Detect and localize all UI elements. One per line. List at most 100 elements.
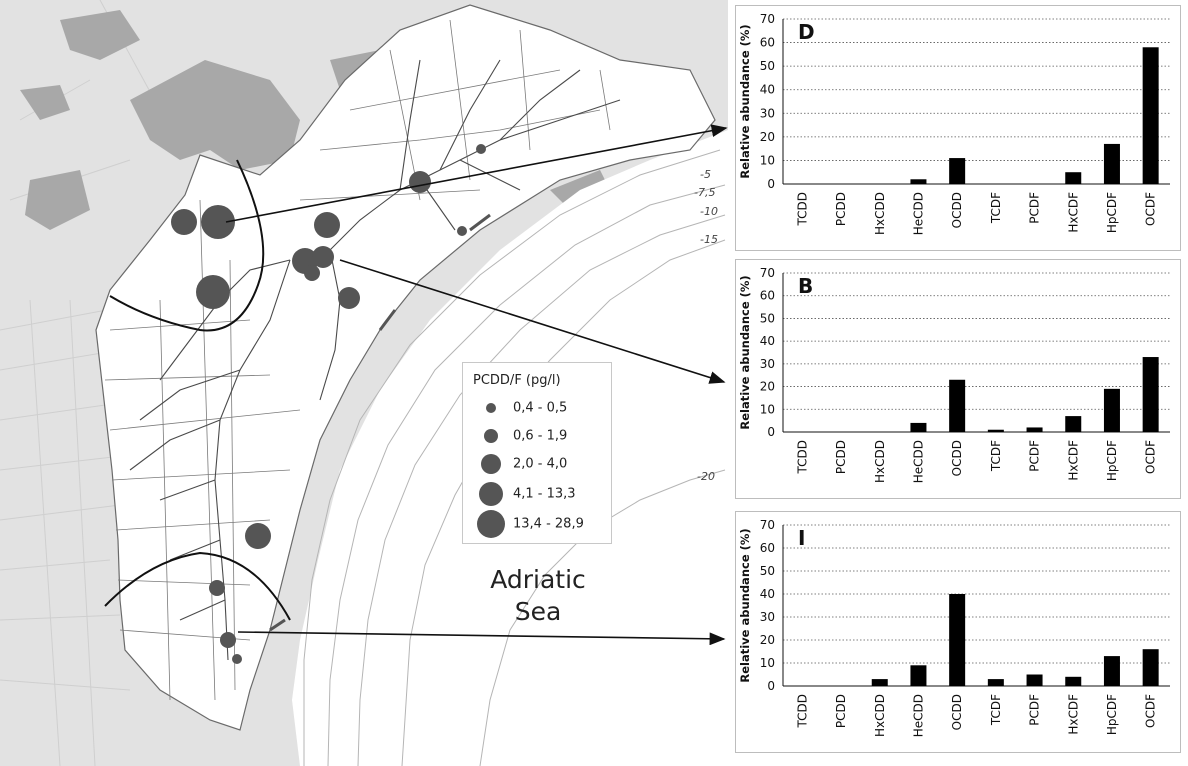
depth-label: -10 bbox=[700, 205, 718, 218]
legend-dot bbox=[477, 510, 505, 538]
bar-hecdd bbox=[910, 179, 927, 184]
y-tick-label: 30 bbox=[760, 610, 775, 624]
bathymetry-lines bbox=[303, 149, 726, 766]
bar-hpcdf bbox=[1103, 388, 1120, 432]
x-tick-label: HeCDD bbox=[911, 694, 925, 737]
bar-chart-b: 0 10 20 30 40 50 60 70 TCDD PCDD HxCDD HeCDD OCDD TCD… bbox=[738, 266, 1170, 483]
arrow-to-panel-d bbox=[225, 124, 728, 223]
site-circle bbox=[312, 246, 334, 268]
lagoon-map bbox=[0, 0, 728, 766]
legend-dot bbox=[486, 403, 496, 413]
y-tick-label: 60 bbox=[760, 36, 775, 50]
x-tick-label: HxCDF bbox=[1066, 192, 1080, 233]
y-tick-label: 70 bbox=[760, 12, 775, 26]
bar-hecdd bbox=[910, 665, 927, 686]
depth-label: -7,5 bbox=[694, 186, 716, 199]
panel-label: I bbox=[798, 526, 805, 550]
legend-label: 4,1 - 13,3 bbox=[513, 486, 576, 502]
legend-dot bbox=[484, 429, 498, 443]
site-circle bbox=[314, 212, 340, 238]
y-tick-label: 50 bbox=[760, 311, 775, 325]
bar-hecdd bbox=[910, 422, 927, 432]
legend-dot bbox=[479, 482, 503, 506]
x-tick-label: HxCDD bbox=[873, 192, 887, 235]
x-tick-label: HpCDF bbox=[1105, 694, 1119, 735]
x-tick-label: TCDF bbox=[989, 440, 1003, 472]
x-tick-label: PCDF bbox=[1028, 694, 1042, 726]
x-tick-label: PCDD bbox=[834, 192, 848, 226]
x-tick-label: HxCDF bbox=[1066, 694, 1080, 735]
legend-row: 13,4 - 28,9 bbox=[471, 509, 611, 539]
bar-hxcdf bbox=[1065, 416, 1082, 432]
y-tick-label: 40 bbox=[760, 83, 775, 97]
site-circle bbox=[196, 275, 230, 309]
depth-label: -15 bbox=[700, 233, 718, 246]
bar-pcdf bbox=[1026, 674, 1043, 686]
bar-chart-d: 0 10 20 30 40 50 60 70 TCDD PCDD HxCDD HeCDD OCDD TCD… bbox=[738, 12, 1170, 235]
site-circle bbox=[209, 580, 225, 596]
y-tick-label: 70 bbox=[760, 266, 775, 280]
field-lines bbox=[0, 0, 161, 766]
y-tick-label: 60 bbox=[760, 289, 775, 303]
sea-label-line1: Adriatic bbox=[490, 565, 586, 594]
y-tick-label: 60 bbox=[760, 541, 775, 555]
bar-ocdd bbox=[949, 379, 966, 432]
x-tick-label: PCDD bbox=[834, 694, 848, 728]
y-tick-label: 50 bbox=[760, 564, 775, 578]
y-tick-label: 20 bbox=[760, 380, 775, 394]
chart-panel-d: 0 10 20 30 40 50 60 70 TCDD PCDD HxCDD HeCDD OCDD TCD… bbox=[735, 5, 1181, 251]
legend-label: 0,6 - 1,9 bbox=[513, 428, 568, 444]
y-tick-label: 0 bbox=[767, 177, 775, 191]
y-tick-label: 50 bbox=[760, 59, 775, 73]
x-tick-label: OCDD bbox=[950, 192, 964, 228]
y-tick-label: 0 bbox=[767, 425, 775, 439]
chart-panel-b: 0 10 20 30 40 50 60 70 TCDD PCDD HxCDD HeCDD OCDD TCD… bbox=[735, 259, 1181, 499]
bar-pcdf bbox=[1026, 427, 1043, 432]
sector-boundaries bbox=[104, 159, 291, 621]
site-circle bbox=[338, 287, 360, 309]
bar-ocdf bbox=[1142, 357, 1159, 432]
y-tick-label: 10 bbox=[760, 656, 775, 670]
x-tick-label: TCDD bbox=[795, 694, 809, 729]
site-circle bbox=[245, 523, 271, 549]
site-circle bbox=[201, 205, 235, 239]
arrow-to-panel-b bbox=[339, 259, 726, 384]
bar-hxcdf bbox=[1065, 172, 1082, 184]
bar-tcdf bbox=[987, 679, 1004, 686]
site-circle bbox=[220, 632, 236, 648]
map-legend: PCDD/F (pg/l) 0,4 - 0,5 0,6 - 1,9 2,0 - … bbox=[462, 362, 612, 544]
y-tick-label: 0 bbox=[767, 679, 775, 693]
x-tick-label: PCDF bbox=[1028, 192, 1042, 224]
bar-ocdf bbox=[1142, 649, 1159, 686]
x-tick-label: HxCDD bbox=[873, 440, 887, 483]
x-tick-label: TCDF bbox=[989, 694, 1003, 726]
y-tick-label: 40 bbox=[760, 587, 775, 601]
pointer-arrows bbox=[225, 124, 728, 646]
x-tick-label: OCDF bbox=[1144, 694, 1158, 728]
site-circle bbox=[457, 226, 467, 236]
x-tick-label: HpCDF bbox=[1105, 440, 1119, 481]
legend-row: 0,6 - 1,9 bbox=[471, 421, 611, 451]
bar-hpcdf bbox=[1103, 143, 1120, 184]
bar-hxcdd bbox=[871, 679, 888, 686]
y-tick-label: 70 bbox=[760, 518, 775, 532]
y-tick-label: 10 bbox=[760, 402, 775, 416]
y-axis-title: Relative abundance (%) bbox=[738, 24, 752, 178]
y-tick-label: 20 bbox=[760, 633, 775, 647]
bar-ocdd bbox=[949, 594, 966, 686]
site-circle bbox=[304, 265, 320, 281]
bar-hxcdf bbox=[1065, 676, 1082, 686]
bar-ocdd bbox=[949, 158, 966, 184]
sea-label-line2: Sea bbox=[514, 597, 562, 626]
legend-label: 2,0 - 4,0 bbox=[513, 456, 568, 472]
site-circle bbox=[171, 209, 197, 235]
chart-panel-i: 0 10 20 30 40 50 60 70 TCDD PCDD HxCDD HeCDD OCDD TCD… bbox=[735, 511, 1181, 753]
x-tick-label: TCDD bbox=[795, 440, 809, 475]
panel-label: D bbox=[798, 20, 815, 44]
y-tick-label: 40 bbox=[760, 334, 775, 348]
legend-title: PCDD/F (pg/l) bbox=[473, 373, 561, 388]
depth-label: -20 bbox=[697, 470, 715, 483]
legend-row: 4,1 - 13,3 bbox=[471, 479, 611, 509]
x-tick-label: OCDD bbox=[950, 694, 964, 730]
x-tick-label: PCDF bbox=[1028, 440, 1042, 472]
